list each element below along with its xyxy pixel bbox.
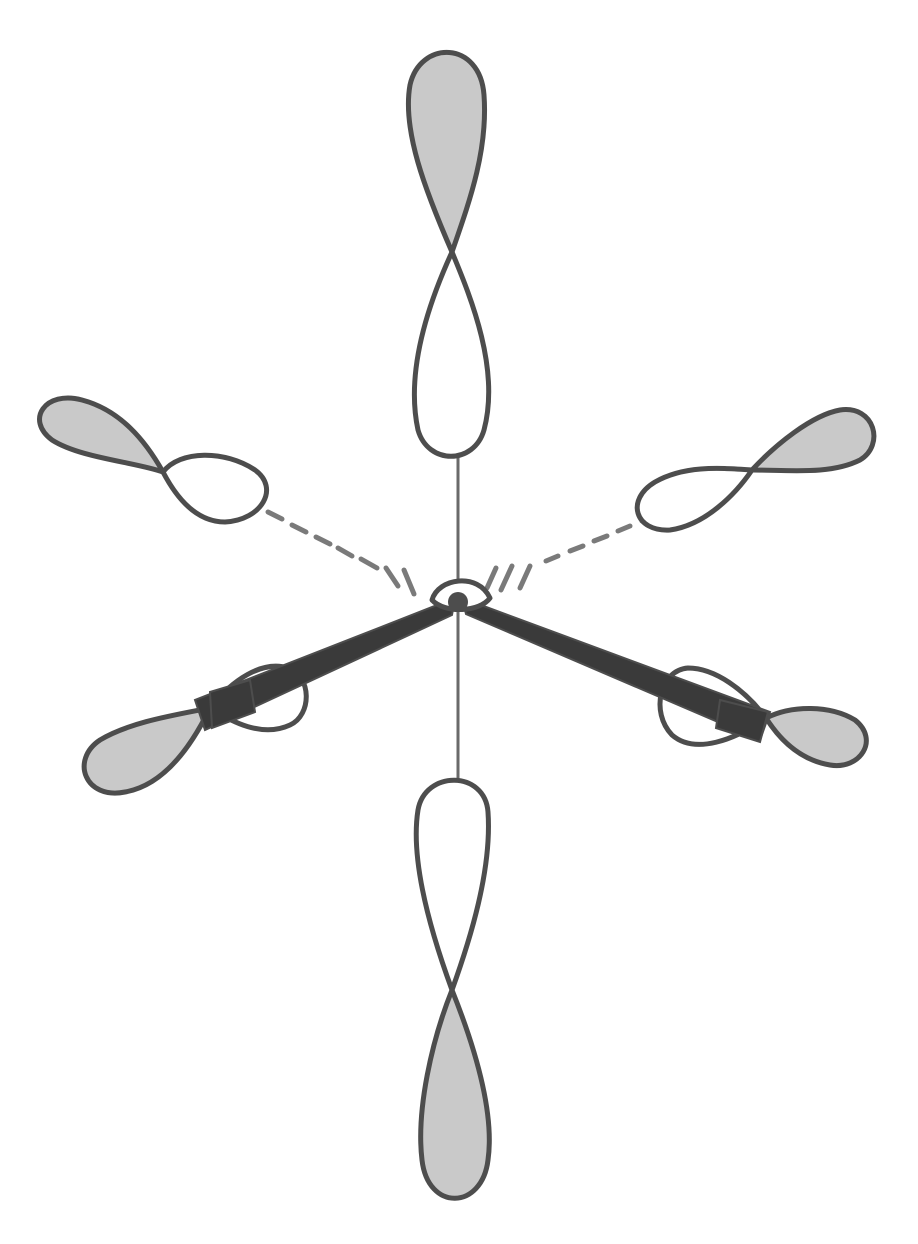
back-right-orbital	[634, 407, 877, 533]
front-left-wedge-tip	[208, 678, 257, 730]
front-right-wedge-tip	[714, 698, 770, 744]
bottom-orbital	[413, 777, 492, 1201]
front-right-wedge-bond	[460, 596, 772, 744]
bottom-outer-lobe-shaded	[418, 987, 492, 1201]
front-left-wedge-bond	[193, 596, 457, 732]
top-outer-lobe-shaded	[405, 49, 488, 255]
back-left-outer-lobe-shaded	[37, 395, 166, 475]
front-right-outer-lobe-shaded	[763, 706, 869, 768]
back-left-orbital	[37, 395, 269, 525]
top-inner-lobe-open	[411, 249, 492, 459]
front-left-outer-lobe-shaded	[81, 705, 213, 796]
back-right-outer-lobe-shaded	[749, 407, 877, 474]
back-right-inner-lobe-open	[634, 465, 755, 533]
top-orbital	[405, 49, 492, 459]
central-atom	[429, 578, 493, 613]
central-atom-core	[448, 592, 468, 612]
bottom-inner-lobe-open	[413, 777, 491, 993]
back-left-inner-lobe-open	[160, 452, 269, 525]
